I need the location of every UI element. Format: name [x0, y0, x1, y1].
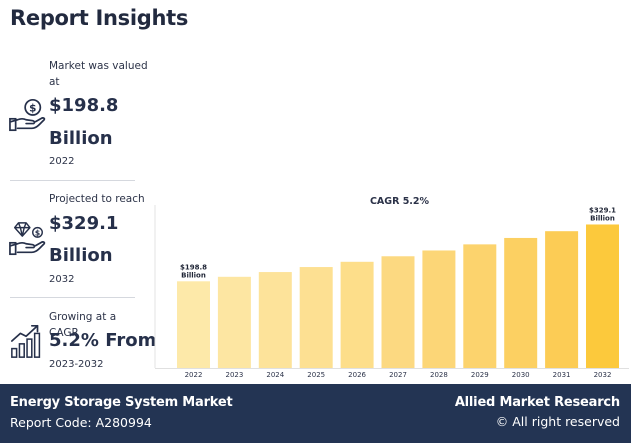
x-tick-label: 2030 — [512, 371, 530, 379]
svg-text:$: $ — [29, 103, 36, 115]
stat-label: Market was valued at — [49, 60, 148, 88]
bar-2029 — [463, 244, 497, 368]
stat-year: 2022 — [49, 156, 75, 167]
bar-2022 — [177, 281, 210, 368]
stat-value: $329.1 — [49, 213, 119, 234]
stat-label: Growing at a CAGR — [49, 311, 117, 339]
bar-2024 — [258, 272, 292, 368]
bar-2031 — [545, 231, 579, 368]
x-tick-label: 2029 — [471, 371, 489, 379]
bar-2028 — [422, 250, 456, 368]
x-tick-label: 2026 — [348, 371, 366, 379]
x-tick-label: 2024 — [266, 371, 284, 379]
diamond-hand-icon: $ — [9, 222, 46, 256]
bar-2025 — [299, 267, 333, 368]
bar-2030 — [504, 237, 538, 368]
x-tick-label: 2031 — [553, 371, 571, 379]
x-tick-label: 2027 — [389, 371, 407, 379]
bar-2032 — [586, 224, 619, 368]
stat-year: 2032 — [49, 274, 75, 285]
report-code: Report Code: A280994 — [10, 415, 152, 430]
bar-2026 — [340, 261, 374, 368]
footer: Energy Storage System Market Report Code… — [0, 384, 631, 443]
stat-unit: Billion — [49, 245, 113, 266]
stat-label: Projected to reach — [49, 193, 145, 205]
bar-chart: CAGR 5.2% 2022 2023 2024 2025 2026 2027 2028 202… — [154, 196, 629, 379]
data-label: $329.1 — [589, 206, 616, 214]
copyright: © All right reserved — [495, 414, 620, 429]
money-hand-icon: $ — [9, 98, 46, 132]
stat-year: 2023-2032 — [49, 359, 104, 370]
divider — [10, 180, 135, 181]
stat-unit: Billion — [49, 128, 113, 149]
x-tick-label: 2028 — [430, 371, 448, 379]
svg-text:$: $ — [35, 228, 40, 237]
chart-title: CAGR 5.2% — [370, 196, 430, 207]
divider — [10, 297, 135, 298]
bar-2027 — [381, 256, 415, 368]
x-tick-label: 2022 — [185, 371, 203, 379]
x-tick-label: 2025 — [307, 371, 325, 379]
page-title: Report Insights — [10, 6, 189, 30]
growth-chart-icon — [10, 324, 41, 358]
stat-value: $198.8 — [49, 95, 119, 116]
x-tick-label: 2032 — [594, 371, 612, 379]
data-label: $198.8 — [180, 263, 207, 271]
x-tick-label: 2023 — [225, 371, 243, 379]
bar-2023 — [217, 276, 251, 368]
market-name: Energy Storage System Market — [10, 395, 233, 410]
brand-name: Allied Market Research — [454, 395, 620, 410]
data-label: Billion — [590, 214, 615, 222]
stat-value: 5.2% From — [49, 330, 157, 351]
data-label: Billion — [181, 271, 206, 279]
